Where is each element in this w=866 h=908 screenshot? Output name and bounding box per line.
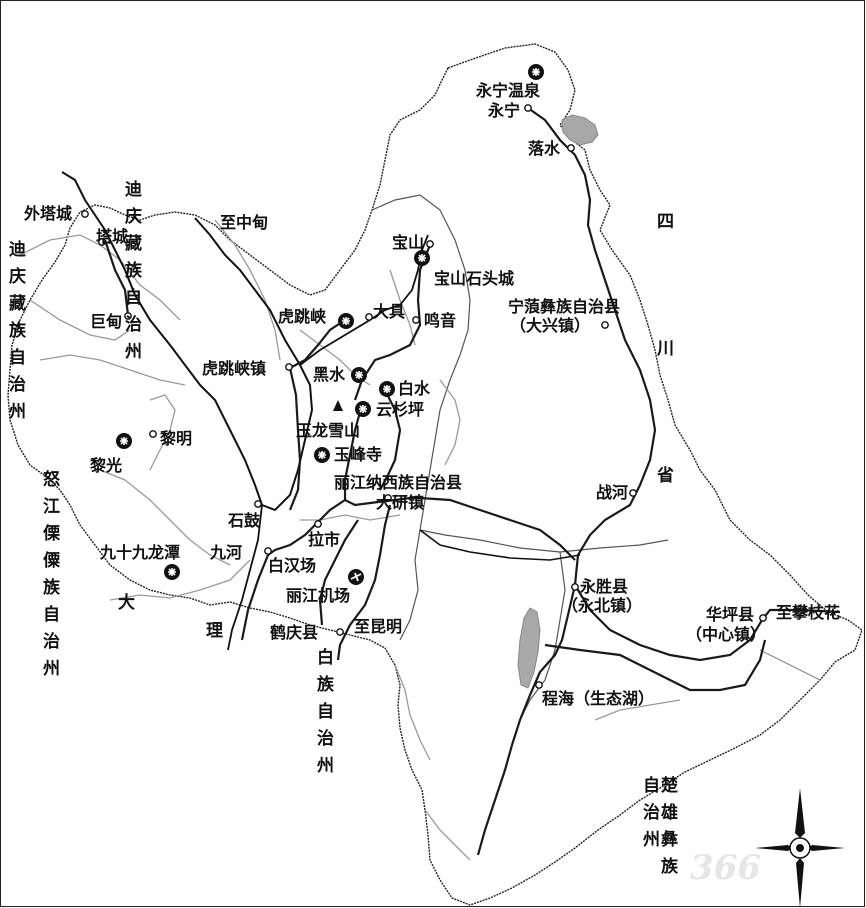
label-yongning: 永宁 bbox=[488, 101, 521, 120]
town-dot-icon bbox=[124, 312, 132, 320]
label-baoshan-stone-city: 宝山石头城 bbox=[434, 269, 515, 288]
label-waitacheng: 外塔城 bbox=[24, 204, 73, 223]
town-dot-icon bbox=[567, 144, 575, 152]
label-yongsheng-county: 永胜县 bbox=[580, 577, 629, 596]
town-dot-icon bbox=[254, 500, 262, 508]
label-yufeng-temple: 玉峰寺 bbox=[334, 445, 383, 464]
label-region-dali-da: 大 bbox=[118, 593, 135, 613]
label-daju: 大具 bbox=[373, 302, 406, 321]
town-dots bbox=[81, 104, 767, 689]
label-region-dali-bai: 白族自治州 bbox=[313, 648, 333, 783]
label-baihanchang: 白汉场 bbox=[268, 556, 317, 575]
scenic-spot-icon bbox=[414, 250, 430, 266]
label-baishui: 白水 bbox=[398, 379, 431, 398]
town-dot-icon bbox=[535, 681, 543, 689]
scenic-spot-icon bbox=[164, 564, 180, 580]
label-liguang: 黎光 bbox=[90, 456, 123, 475]
label-shigu: 石鼓 bbox=[228, 511, 261, 530]
scenic-spot-icon bbox=[379, 381, 395, 397]
label-region-nujiang: 怒江傈僳族自治州 bbox=[39, 470, 59, 686]
chenghai-lake bbox=[517, 607, 541, 689]
town-dot-icon bbox=[601, 321, 609, 329]
label-region-chuxiong: 楚雄彝族自治州 bbox=[639, 776, 677, 884]
county-boundary-3 bbox=[519, 551, 566, 721]
label-region-diqing-west: 迪庆藏族自治州 bbox=[5, 240, 25, 429]
luguhu-lake bbox=[561, 114, 599, 146]
scenic-icons bbox=[116, 64, 544, 580]
label-mingyin: 鸣音 bbox=[424, 311, 457, 330]
label-hutiaoxia: 虎跳峡 bbox=[278, 307, 327, 326]
label-lijiang-county: 丽江纳西族自治县 bbox=[334, 473, 463, 492]
jinsha-river-3 bbox=[227, 504, 263, 651]
label-heqing-county: 鹤庆县 bbox=[270, 623, 319, 642]
label-zhizhongdian: 至中甸 bbox=[220, 213, 269, 232]
label-daxing-town: （大兴镇） bbox=[510, 316, 591, 335]
scenic-spot-icon bbox=[528, 64, 544, 80]
label-liming: 黎明 bbox=[160, 429, 193, 448]
scenic-spot-icon bbox=[116, 433, 132, 449]
town-dot-icon bbox=[426, 240, 434, 248]
jinsha-river bbox=[61, 171, 263, 506]
label-zhongxin-town: （中心镇） bbox=[686, 625, 767, 644]
town-dot-icon bbox=[412, 316, 420, 324]
label-baoshan: 宝山 bbox=[392, 233, 425, 252]
label-yongbei-town: （永北镇） bbox=[562, 596, 643, 615]
county-boundary-2 bbox=[399, 529, 421, 641]
label-jiuhe: 九河 bbox=[210, 543, 243, 562]
label-region-dali-li: 理 bbox=[206, 621, 223, 641]
label-tacheng: 塔城 bbox=[96, 227, 129, 246]
north-arrow-icon bbox=[755, 788, 845, 908]
label-luoshui: 落水 bbox=[528, 139, 561, 158]
label-region-diqing-east: 迪庆藏族自治州 bbox=[121, 180, 141, 369]
town-dot-icon bbox=[264, 547, 272, 555]
town-dot-icon bbox=[524, 104, 532, 112]
label-lashi: 拉市 bbox=[308, 530, 341, 549]
mountain-peak-icon bbox=[333, 400, 343, 411]
label-yunshanping: 云杉坪 bbox=[376, 400, 425, 419]
label-zhikunming: 至昆明 bbox=[354, 617, 403, 636]
scenic-spot-icon bbox=[351, 367, 367, 383]
airport-icon bbox=[348, 569, 364, 585]
county-boundary bbox=[371, 194, 669, 553]
label-judian: 巨甸 bbox=[90, 312, 123, 331]
label-ninglang-county: 宁蒗彝族自治县 bbox=[508, 297, 621, 316]
town-dot-icon bbox=[365, 313, 373, 321]
town-dot-icon bbox=[149, 430, 157, 438]
town-dot-icon bbox=[384, 494, 392, 502]
label-yulong-snow-mountain: 玉龙雪山 bbox=[296, 421, 361, 440]
town-dot-icon bbox=[98, 238, 106, 246]
town-dot-icon bbox=[285, 363, 293, 371]
river-east bbox=[419, 529, 581, 561]
label-lijiang-airport: 丽江机场 bbox=[286, 586, 351, 605]
label-dayan-town: 大研镇 bbox=[376, 493, 425, 512]
watermark: 366 bbox=[690, 848, 761, 888]
town-dot-icon bbox=[336, 628, 344, 636]
town-dot-icon bbox=[314, 520, 322, 528]
label-region-sichuan: 四川省 bbox=[653, 212, 673, 593]
town-dot-icon bbox=[81, 210, 89, 218]
label-chenghai: 程海（生态湖） bbox=[542, 689, 655, 708]
town-dot-icon bbox=[629, 489, 637, 497]
label-hutiaoxia-town: 虎跳峡镇 bbox=[202, 359, 267, 378]
city-boundary bbox=[7, 43, 863, 906]
label-zhanhe: 战河 bbox=[596, 483, 629, 502]
scenic-spot-icon bbox=[314, 447, 330, 463]
label-zhipanzhihua: 至攀枝花 bbox=[776, 603, 841, 622]
label-yongning-hotspring: 永宁温泉 bbox=[476, 81, 541, 100]
label-huaping-county: 华坪县 bbox=[706, 605, 755, 624]
label-jiushijiu-longtan: 九十九龙潭 bbox=[100, 543, 181, 562]
town-dot-icon bbox=[759, 614, 767, 622]
scenic-spot-icon bbox=[338, 313, 354, 329]
roads bbox=[103, 107, 841, 856]
scenic-spot-icon bbox=[355, 401, 371, 417]
label-heishui: 黑水 bbox=[313, 365, 346, 384]
town-dot-icon bbox=[571, 583, 579, 591]
